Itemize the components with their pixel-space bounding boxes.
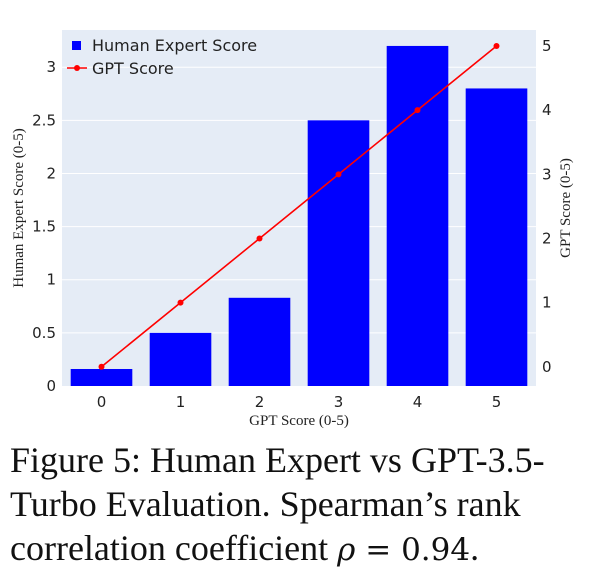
- x-tick-label: 3: [334, 393, 344, 411]
- right-tick-label: 4: [542, 101, 552, 119]
- left-tick-label: 1.5: [32, 218, 56, 236]
- legend: Human Expert Score GPT Score: [67, 36, 257, 78]
- x-tick-label: 4: [413, 393, 423, 411]
- legend-marker-gpt: [74, 65, 80, 71]
- line-point-3: [335, 171, 342, 178]
- x-tick-label: 2: [255, 393, 265, 411]
- bar-series: [70, 45, 528, 387]
- gpt-score-line: [100, 45, 498, 368]
- left-y-axis-title: Human Expert Score (0-5): [11, 128, 27, 288]
- left-tick-label: 2.5: [32, 111, 56, 129]
- left-tick-label: 0: [46, 377, 56, 395]
- left-tick-label: 3: [46, 58, 56, 76]
- caption-rho-value: = 0.94: [355, 532, 471, 568]
- caption-math: ρ = 0.94: [337, 532, 470, 568]
- legend-swatch-human-expert: [72, 41, 81, 50]
- line-point-1: [177, 299, 184, 306]
- x-tick-label: 0: [97, 393, 107, 411]
- left-tick-label: 0.5: [32, 324, 56, 342]
- x-tick-label: 5: [492, 393, 502, 411]
- bar-4: [386, 45, 449, 386]
- line-point-0: [98, 363, 105, 370]
- legend-label-gpt: GPT Score: [92, 59, 174, 78]
- right-tick-label: 5: [542, 37, 552, 55]
- right-tick-label: 0: [542, 358, 552, 376]
- line-series: [98, 43, 500, 370]
- figure-caption: Figure 5: Human Expert vs GPT-3.5-Turbo …: [10, 438, 610, 572]
- left-tick-label: 1: [46, 271, 56, 289]
- line-point-5: [493, 43, 500, 50]
- bar-2: [228, 297, 291, 386]
- x-axis-title: GPT Score (0-5): [249, 413, 349, 429]
- legend-label-human-expert: Human Expert Score: [92, 36, 257, 55]
- line-point-4: [414, 107, 421, 114]
- right-tick-label: 3: [542, 165, 552, 183]
- plot-area: [62, 30, 536, 386]
- caption-period: .: [470, 528, 480, 568]
- caption-rho-symbol: ρ: [337, 532, 356, 568]
- right-tick-label: 2: [542, 229, 552, 247]
- caption-text: Figure 5: Human Expert vs GPT-3.5-Turbo …: [10, 440, 545, 568]
- right-tick-label: 1: [542, 294, 552, 312]
- bar-0: [70, 368, 133, 386]
- combo-chart: 0 0.5 1 1.5 2 2.5 3 0 1 2 3 4 5 0 1 2 3 4 5 GPT Score (0-5)…: [11, 30, 574, 429]
- axes: 0 0.5 1 1.5 2 2.5 3 0 1 2 3 4 5 0 1 2 3 4 5 GPT Score (0-5)…: [11, 37, 574, 429]
- bar-3: [307, 120, 370, 386]
- line-point-2: [256, 235, 263, 242]
- x-tick-label: 1: [176, 393, 186, 411]
- bar-1: [149, 332, 212, 386]
- right-y-axis-title: GPT Score (0-5): [558, 158, 574, 258]
- bar-5: [465, 88, 528, 387]
- left-tick-label: 2: [46, 164, 56, 182]
- gridlines: [62, 66, 536, 334]
